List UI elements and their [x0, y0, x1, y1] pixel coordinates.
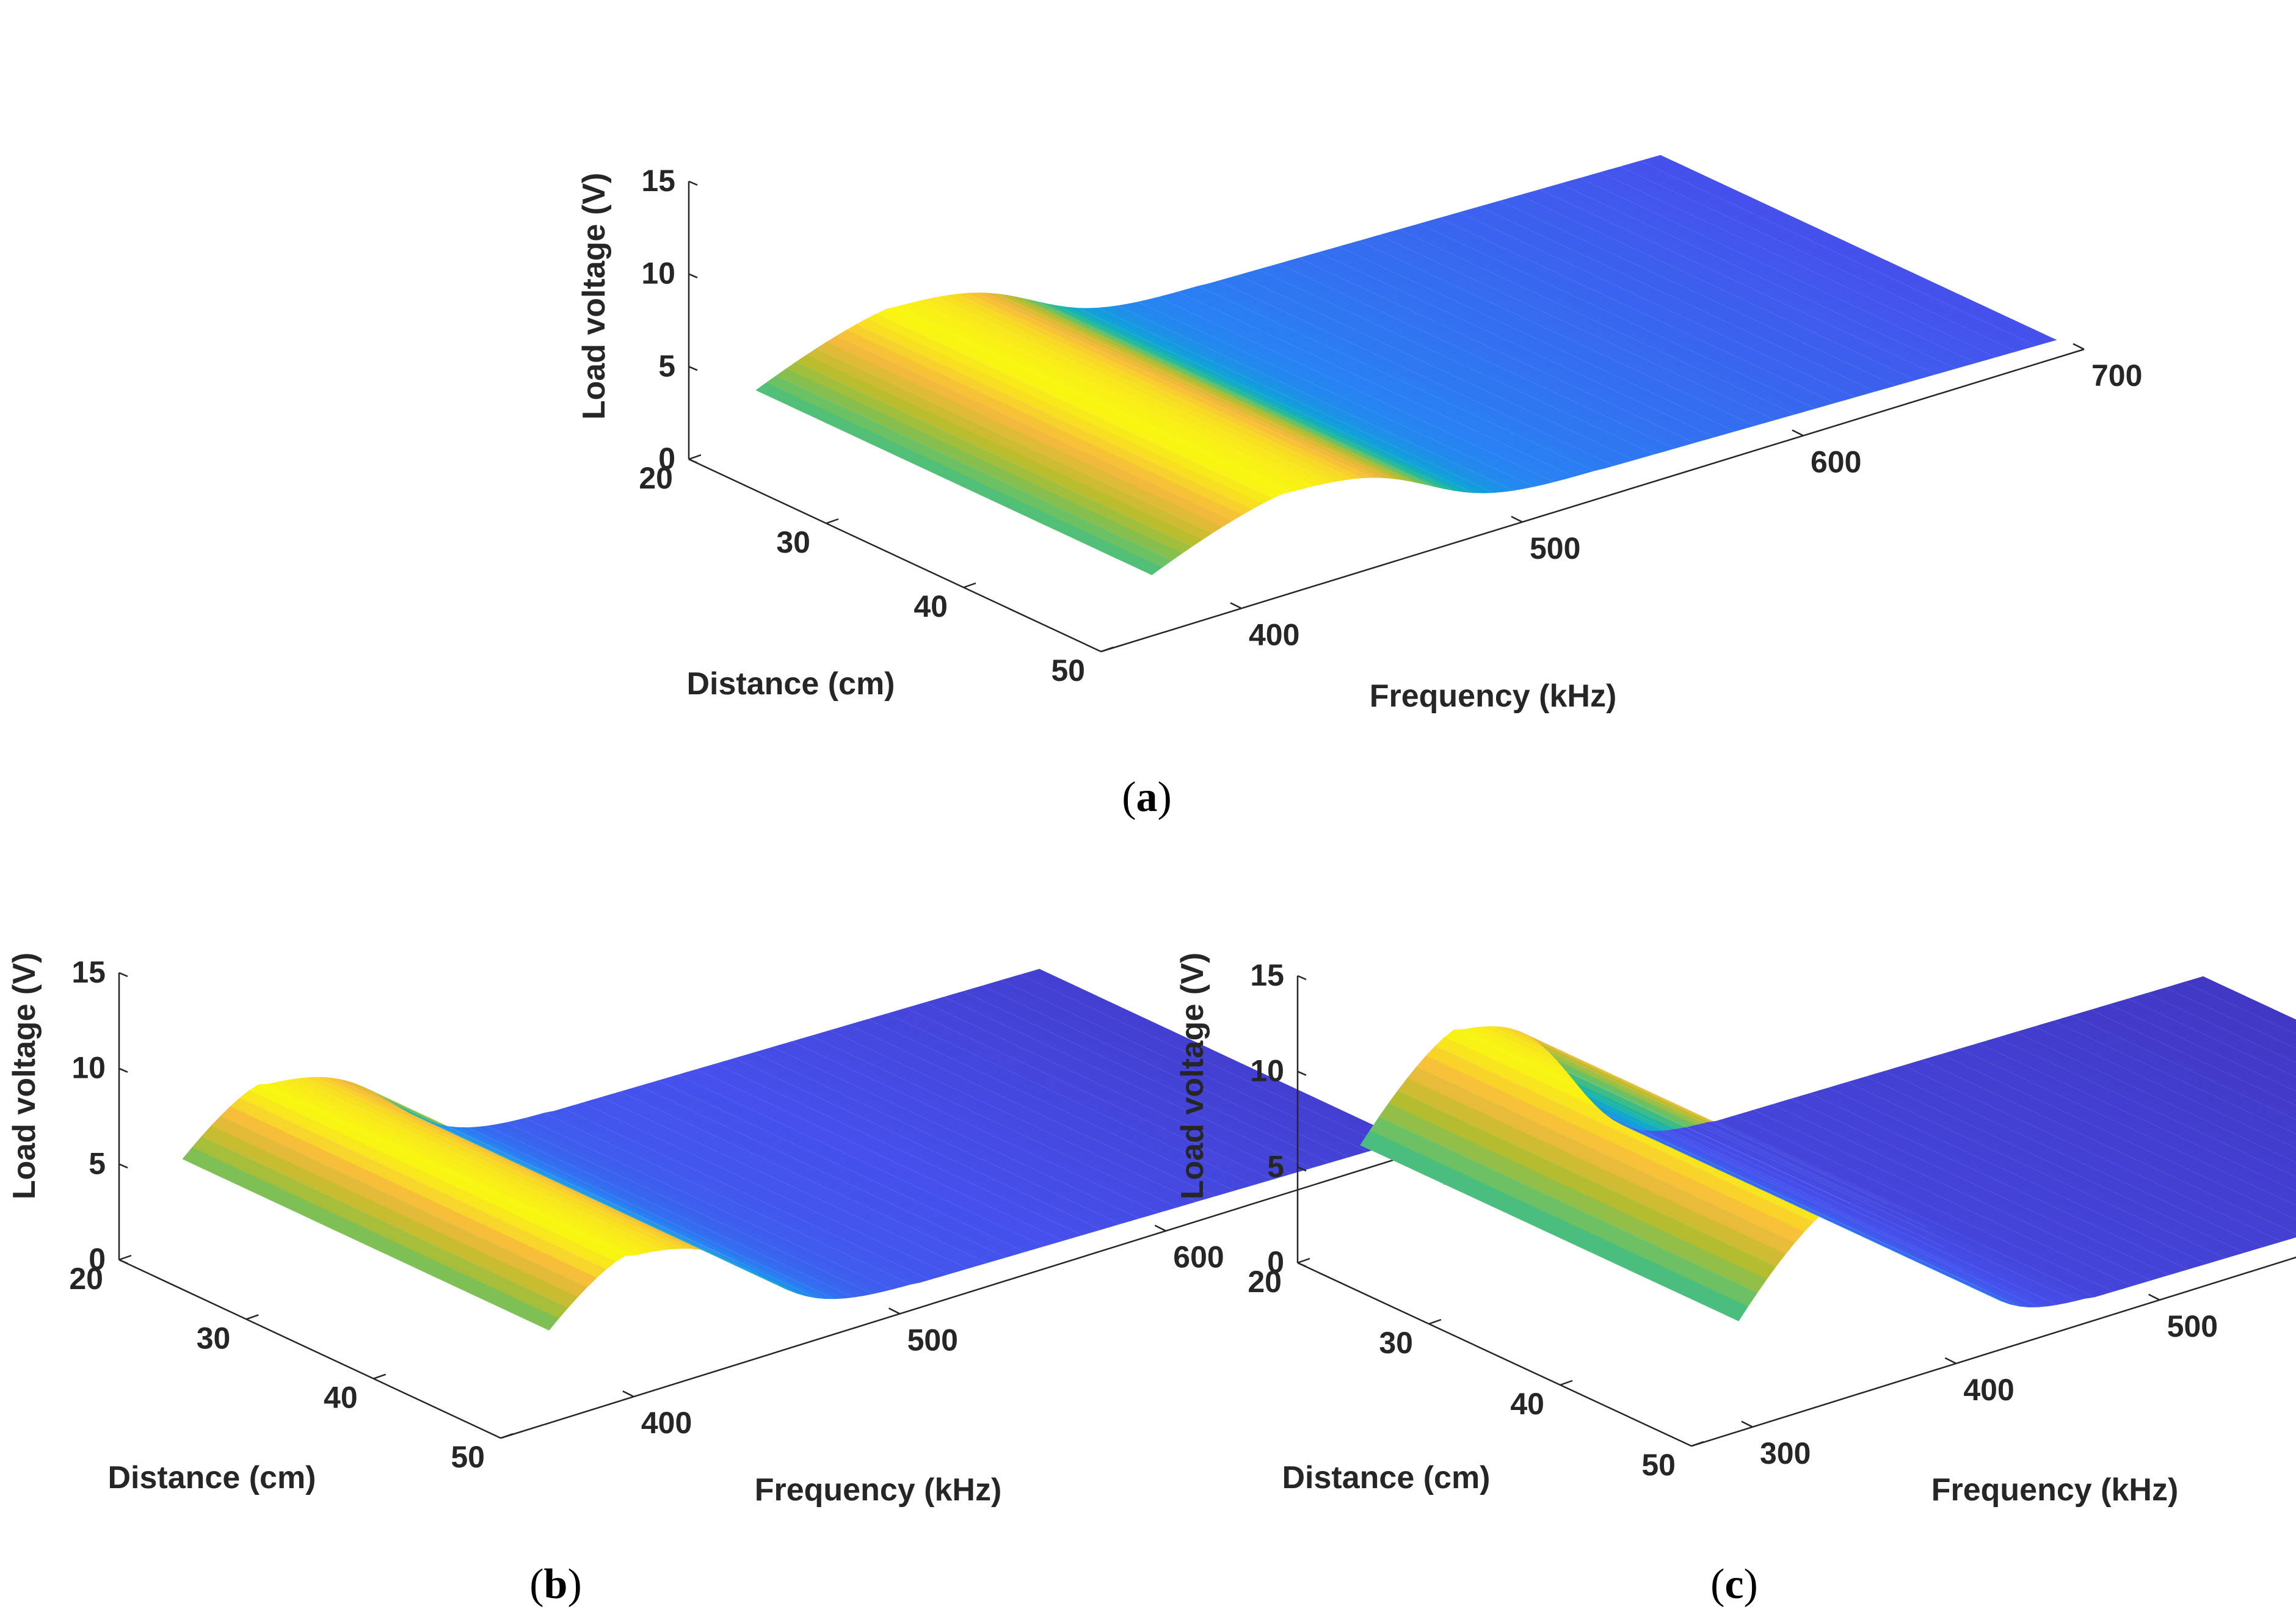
panel-a-frequency-tick-label: 500 — [1530, 531, 1580, 565]
panel-a-distance-tick-label: 30 — [776, 525, 810, 559]
panel-a-distance-tick-label: 40 — [914, 589, 948, 623]
panel-a-zlabel: Load voltage (V) — [576, 173, 612, 420]
panel-a-ylabel: Frequency (kHz) — [1370, 678, 1617, 714]
panel-a-distance-tick-label: 50 — [1051, 653, 1085, 688]
panel-a-surface — [755, 154, 2057, 575]
panel-a-frequency-tick-label: 400 — [1249, 617, 1299, 652]
panel-a-xlabel: Distance (cm) — [687, 666, 895, 702]
panel-a-z-tick-label: 15 — [641, 164, 675, 198]
panel-a-z-tick-label: 10 — [641, 256, 675, 291]
panel-a-frequency-tick-label: 600 — [1811, 445, 1861, 479]
panel-a-distance-tick-label: 20 — [639, 461, 673, 495]
panel-a-frequency-tick-label: 700 — [2091, 358, 2142, 393]
panel-a-z-tick-label: 5 — [658, 349, 675, 383]
